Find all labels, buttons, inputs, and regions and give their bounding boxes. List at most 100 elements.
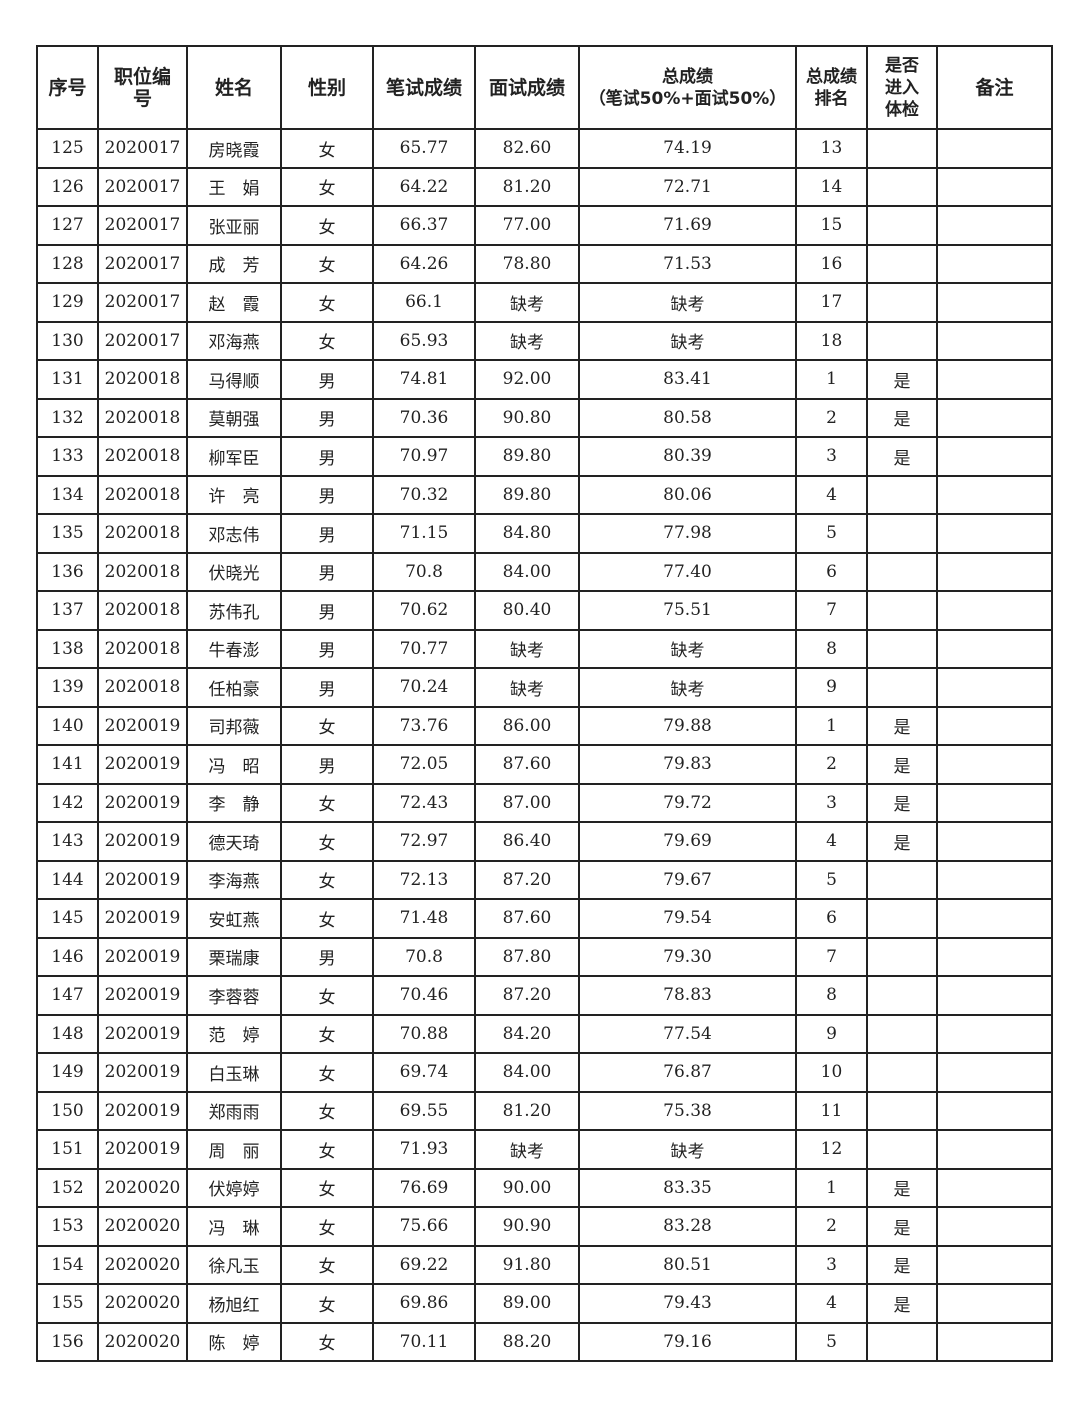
cell-written-score: 71.48	[372, 898, 476, 939]
score-table: 序号 职位编号 姓名 性别 笔试成绩 面试成绩 总成绩 （笔试50%+面试50%…	[36, 45, 1053, 1362]
cell-seq: 145	[36, 898, 99, 939]
cell-gender: 女	[280, 1206, 374, 1247]
cell-gender: 女	[280, 1167, 374, 1208]
cell-gender: 女	[280, 859, 374, 900]
cell-position-code: 2020017	[97, 205, 188, 246]
cell-interview-score: 84.00	[474, 1052, 580, 1093]
header-rank-label: 总成绩排名	[806, 66, 857, 109]
cell-position-code: 2020018	[97, 359, 188, 400]
cell-total-score: 77.54	[578, 1013, 797, 1054]
cell-seq: 155	[36, 1283, 99, 1324]
cell-total-score: 83.41	[578, 359, 797, 400]
cell-interview-score: 81.20	[474, 1090, 580, 1131]
cell-remarks	[936, 705, 1053, 746]
cell-rank: 4	[795, 474, 868, 515]
cell-remarks	[936, 1129, 1053, 1170]
cell-seq: 135	[36, 513, 99, 554]
cell-gender: 女	[280, 282, 374, 323]
cell-total-score: 83.35	[578, 1167, 797, 1208]
table-row: 143 2020019 德天琦女 72.97 86.40 79.69 4 是	[36, 821, 1053, 862]
cell-physical-exam	[866, 975, 938, 1016]
cell-name: 邓志伟	[186, 513, 282, 554]
cell-remarks	[936, 744, 1053, 785]
cell-written-score: 70.36	[372, 397, 476, 438]
cell-position-code: 2020019	[97, 975, 188, 1016]
cell-gender: 女	[280, 128, 374, 169]
cell-interview-score: 缺考	[474, 320, 580, 361]
cell-total-score: 79.43	[578, 1283, 797, 1324]
cell-physical-exam: 是	[866, 359, 938, 400]
cell-seq: 132	[36, 397, 99, 438]
table-row: 126 2020017 王 娟女 64.22 81.20 72.71 14	[36, 166, 1053, 207]
cell-physical-exam	[866, 320, 938, 361]
table-row: 138 2020018 牛春澎男 70.77 缺考 缺考 8	[36, 628, 1053, 669]
cell-gender: 女	[280, 1013, 374, 1054]
cell-rank: 5	[795, 1321, 868, 1362]
cell-physical-exam	[866, 898, 938, 939]
cell-total-score: 缺考	[578, 667, 797, 708]
cell-gender: 男	[280, 590, 374, 631]
cell-rank: 7	[795, 590, 868, 631]
table-row: 127 2020017 张亚丽女 66.37 77.00 71.69 15	[36, 205, 1053, 246]
cell-gender: 女	[280, 782, 374, 823]
cell-interview-score: 89.80	[474, 474, 580, 515]
cell-interview-score: 缺考	[474, 282, 580, 323]
header-name: 姓名	[186, 45, 282, 130]
cell-written-score: 72.05	[372, 744, 476, 785]
cell-written-score: 70.97	[372, 436, 476, 477]
cell-seq: 139	[36, 667, 99, 708]
cell-name: 栗瑞康	[186, 936, 282, 977]
cell-total-score: 缺考	[578, 628, 797, 669]
cell-written-score: 65.77	[372, 128, 476, 169]
cell-total-score: 83.28	[578, 1206, 797, 1247]
cell-total-score: 缺考	[578, 282, 797, 323]
cell-remarks	[936, 551, 1053, 592]
cell-rank: 3	[795, 436, 868, 477]
cell-written-score: 70.46	[372, 975, 476, 1016]
cell-name: 房晓霞	[186, 128, 282, 169]
cell-physical-exam	[866, 590, 938, 631]
cell-seq: 148	[36, 1013, 99, 1054]
table-row: 156 2020020 陈 婷女 70.11 88.20 79.16 5	[36, 1321, 1053, 1362]
cell-rank: 3	[795, 782, 868, 823]
cell-written-score: 66.37	[372, 205, 476, 246]
cell-position-code: 2020019	[97, 936, 188, 977]
cell-total-score: 72.71	[578, 166, 797, 207]
cell-name: 任柏豪	[186, 667, 282, 708]
cell-seq: 130	[36, 320, 99, 361]
cell-total-score: 77.98	[578, 513, 797, 554]
cell-name: 范 婷	[186, 1013, 282, 1054]
cell-gender: 女	[280, 705, 374, 746]
cell-gender: 女	[280, 898, 374, 939]
cell-rank: 8	[795, 975, 868, 1016]
cell-interview-score: 87.60	[474, 898, 580, 939]
header-remarks: 备注	[936, 45, 1053, 130]
cell-seq: 125	[36, 128, 99, 169]
cell-name: 伏晓光	[186, 551, 282, 592]
cell-remarks	[936, 898, 1053, 939]
cell-name: 马得顺	[186, 359, 282, 400]
table-row: 134 2020018 许 亮男 70.32 89.80 80.06 4	[36, 474, 1053, 515]
table-row: 132 2020018 莫朝强男 70.36 90.80 80.58 2 是	[36, 397, 1053, 438]
table-row: 149 2020019 白玉琳女 69.74 84.00 76.87 10	[36, 1052, 1053, 1093]
cell-name: 徐凡玉	[186, 1244, 282, 1285]
cell-remarks	[936, 859, 1053, 900]
cell-total-score: 79.67	[578, 859, 797, 900]
cell-gender: 女	[280, 1321, 374, 1362]
cell-remarks	[936, 936, 1053, 977]
cell-name: 冯 琳	[186, 1206, 282, 1247]
cell-position-code: 2020017	[97, 166, 188, 207]
cell-interview-score: 90.00	[474, 1167, 580, 1208]
cell-written-score: 64.26	[372, 243, 476, 284]
cell-remarks	[936, 1013, 1053, 1054]
table-row: 125 2020017 房晓霞女 65.77 82.60 74.19 13	[36, 128, 1053, 169]
table-row: 131 2020018 马得顺男 74.81 92.00 83.41 1 是	[36, 359, 1053, 400]
cell-written-score: 70.11	[372, 1321, 476, 1362]
cell-rank: 2	[795, 397, 868, 438]
cell-rank: 5	[795, 859, 868, 900]
cell-written-score: 70.8	[372, 551, 476, 592]
cell-total-score: 80.58	[578, 397, 797, 438]
table-body: 125 2020017 房晓霞女 65.77 82.60 74.19 13 126 202001…	[36, 128, 1053, 1362]
cell-written-score: 73.76	[372, 705, 476, 746]
cell-interview-score: 91.80	[474, 1244, 580, 1285]
